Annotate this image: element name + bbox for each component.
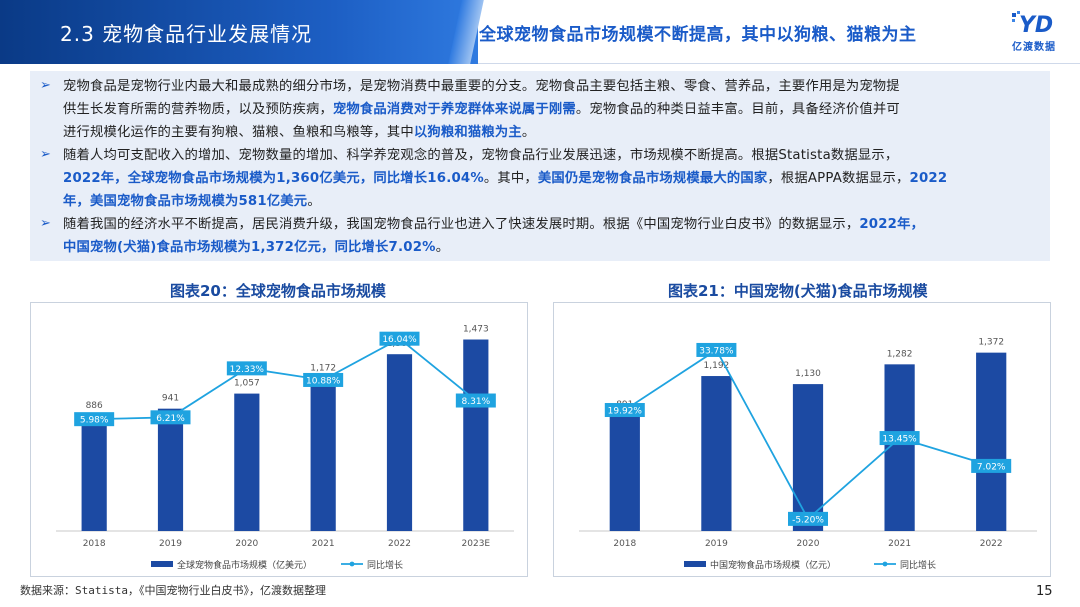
bar-value-label: 941 — [162, 394, 179, 404]
bar-2020 — [792, 384, 824, 531]
growth-value-label: 16.04% — [382, 335, 417, 345]
logo-mark: YD — [1019, 13, 1053, 38]
growth-label-box — [455, 393, 496, 408]
legend-bar-swatch — [684, 561, 706, 567]
growth-label-box — [226, 361, 267, 376]
section-title: 2.3 宠物食品行业发展情况 — [60, 22, 313, 46]
growth-label-box — [303, 372, 344, 387]
bar-2019 — [701, 376, 732, 531]
bar-value-label: 1,057 — [234, 379, 260, 389]
growth-value-label: 13.45% — [882, 435, 917, 445]
growth-value-label: 33.78% — [699, 346, 734, 356]
section-header-bar: 2.3 宠物食品行业发展情况 — [0, 0, 478, 64]
growth-label-box — [971, 458, 1012, 473]
header-divider — [478, 63, 1080, 64]
x-tick-label: 2021 — [312, 539, 335, 549]
x-tick-label: 2020 — [797, 539, 820, 549]
legend-bar-label: 中国宠物食品市场规模（亿元） — [710, 559, 836, 571]
chart-20-plot: 886201894120191,05720201,17220211,360202… — [56, 325, 514, 571]
legend-bar-label: 全球宠物食品市场规模（亿美元） — [177, 559, 312, 571]
paragraph-1: 宠物食品是宠物行业内最大和最成熟的细分市场，是宠物消费中最重要的分支。宠物食品主… — [63, 75, 1048, 144]
x-tick-label: 2022 — [980, 539, 1003, 549]
growth-label-box — [74, 412, 115, 427]
page-number: 15 — [1036, 584, 1053, 599]
bar-2022 — [386, 354, 413, 531]
x-tick-label: 2019 — [159, 539, 182, 549]
growth-label-box — [379, 331, 420, 346]
growth-value-label: 8.31% — [462, 397, 491, 407]
bar-value-label: 1,473 — [463, 325, 489, 335]
bar-value-label: 1,172 — [310, 364, 336, 374]
bar-2022 — [976, 352, 1007, 531]
growth-label-box — [788, 511, 828, 526]
paragraph-3: 随着我国的经济水平不断提高，居民消费升级，我国宠物食品行业也进入了快速发展时期。… — [63, 213, 1048, 259]
paragraph-2-line-2: 2022年，全球宠物食品市场规模为1,360亿美元，同比增长16.04%。其中，… — [63, 171, 948, 186]
bullet-arrow-icon: ➢ — [40, 78, 51, 93]
growth-line — [94, 337, 477, 421]
chart-20-title: 图表20：全球宠物食品市场规模 — [170, 282, 386, 300]
page-headline: 全球宠物食品市场规模不断提高，其中以狗粮、猫粮为主 — [479, 25, 917, 45]
legend-line-label: 同比增长 — [367, 559, 403, 571]
bar-value-label: 1,130 — [795, 369, 821, 379]
bar-2023E — [463, 339, 489, 531]
bar-value-label: 1,192 — [704, 361, 730, 371]
growth-value-label: 19.92% — [608, 407, 643, 417]
growth-label-box — [604, 403, 645, 418]
bullet-arrow-icon: ➢ — [40, 147, 51, 162]
chart-21-plot: 89120181,19220191,13020201,28220211,3722… — [579, 338, 1037, 571]
bar-2019 — [157, 408, 184, 531]
paragraph-2-line-1: 随着人均可支配收入的增加、宠物数量的增加、科学养宠观念的普及，宠物食品行业发展迅… — [63, 148, 899, 163]
bar-value-label: 1,372 — [978, 338, 1004, 348]
paragraph-2-line-3: 年，美国宠物食品市场规模为581亿美元。 — [63, 194, 321, 209]
data-source-note: 数据来源：Statista，《中国宠物行业白皮书》，亿渡数据整理 — [20, 584, 326, 597]
legend-line-marker — [882, 561, 888, 567]
brand-logo-icon: YD — [1006, 8, 1066, 54]
bar-value-label: 1,282 — [887, 349, 913, 359]
legend-line-marker — [349, 561, 355, 567]
paragraph-3-line-2: 中国宠物(犬猫)食品市场规模为1,372亿元，同比增长7.02%。 — [63, 240, 450, 255]
bar-value-label: 886 — [86, 401, 103, 411]
growth-value-label: 5.98% — [80, 416, 109, 426]
legend-line-label: 同比增长 — [900, 559, 936, 571]
paragraph-2: 随着人均可支配收入的增加、宠物数量的增加、科学养宠观念的普及，宠物食品行业发展迅… — [63, 144, 1048, 213]
x-tick-label: 2022 — [388, 539, 411, 549]
x-tick-label: 2019 — [705, 539, 728, 549]
paragraph-1-line-3: 进行规模化运作的主要有狗粮、猫粮、鱼粮和鸟粮等，其中以狗粮和猫粮为主。 — [63, 125, 536, 140]
x-tick-label: 2018 — [83, 539, 106, 549]
summary-panel: ➢ 宠物食品是宠物行业内最大和最成熟的细分市场，是宠物消费中最重要的分支。宠物食… — [30, 71, 1050, 261]
bar-2020 — [234, 393, 260, 531]
paragraph-1-line-2: 供生长发育所需的营养物质，以及预防疾病，宠物食品消费对于养宠群体来说属于刚需。宠… — [63, 102, 900, 117]
chart-20-frame: 886201894120191,05720201,17220211,360202… — [30, 302, 528, 577]
growth-value-label: 7.02% — [977, 462, 1006, 472]
growth-value-label: 12.33% — [230, 365, 265, 375]
growth-label-box — [696, 342, 737, 357]
growth-label-box — [150, 410, 191, 425]
growth-value-label: 10.88% — [306, 376, 341, 386]
chart-21-frame: 89120181,19220191,13020201,28220211,3722… — [553, 302, 1051, 577]
growth-value-label: -5.20% — [792, 515, 824, 525]
bar-2018 — [81, 415, 107, 531]
paragraph-3-line-1: 随着我国的经济水平不断提高，居民消费升级，我国宠物食品行业也进入了快速发展时期。… — [63, 217, 925, 232]
chart-21-title: 图表21：中国宠物(犬猫)食品市场规模 — [668, 282, 928, 300]
brand-logo-text: 亿渡数据 — [1012, 42, 1056, 53]
x-tick-label: 2023E — [462, 539, 491, 549]
paragraph-1-line-1: 宠物食品是宠物行业内最大和最成熟的细分市场，是宠物消费中最重要的分支。宠物食品主… — [63, 79, 900, 94]
growth-label-box — [879, 431, 920, 446]
x-tick-label: 2021 — [888, 539, 911, 549]
x-tick-label: 2020 — [235, 539, 258, 549]
bullet-arrow-icon: ➢ — [40, 216, 51, 231]
bar-2018 — [609, 415, 640, 531]
x-tick-label: 2018 — [613, 539, 636, 549]
bar-2021 — [310, 378, 336, 531]
legend-bar-swatch — [151, 561, 173, 567]
growth-value-label: 6.21% — [156, 414, 185, 424]
